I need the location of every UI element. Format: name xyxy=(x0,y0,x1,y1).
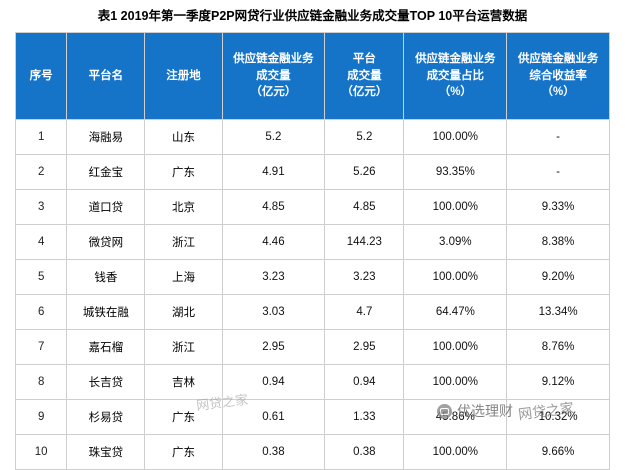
cell-platform: 红金宝 xyxy=(66,154,146,190)
cell-region: 北京 xyxy=(144,189,223,225)
cell-scf-volume: 0.61 xyxy=(221,399,326,435)
cell-scf-yield: - xyxy=(506,154,610,190)
cell-scf-yield: - xyxy=(506,119,610,155)
cell-scf-ratio: 100.00% xyxy=(403,189,508,225)
cell-platform: 微贷网 xyxy=(66,224,146,260)
cell-scf-ratio: 45.86% xyxy=(403,399,508,435)
table-row: 5 钱香 上海 3.23 3.23 100.00% 9.20% xyxy=(14,259,610,295)
cell-scf-yield: 9.66% xyxy=(506,434,610,470)
cell-no: 9 xyxy=(14,399,68,435)
table-row: 10 珠宝贷 广东 0.38 0.38 100.00% 9.66% xyxy=(14,434,610,470)
cell-scf-volume: 0.38 xyxy=(221,434,326,470)
cell-scf-ratio: 100.00% xyxy=(403,364,508,400)
cell-scf-volume: 5.2 xyxy=(221,119,326,155)
cell-scf-volume: 0.94 xyxy=(221,364,326,400)
column-header-platform: 平台名 xyxy=(66,32,146,120)
cell-region: 浙江 xyxy=(144,224,223,260)
cell-platform-volume: 0.38 xyxy=(324,434,405,470)
cell-scf-yield: 9.33% xyxy=(506,189,610,225)
cell-scf-ratio: 64.47% xyxy=(403,294,508,330)
cell-scf-volume: 2.95 xyxy=(221,329,326,365)
cell-region: 山东 xyxy=(144,119,223,155)
cell-platform: 珠宝贷 xyxy=(66,434,146,470)
column-header-no: 序号 xyxy=(14,32,68,120)
cell-platform-volume: 4.7 xyxy=(324,294,405,330)
cell-no: 3 xyxy=(14,189,68,225)
table-row: 2 红金宝 广东 4.91 5.26 93.35% - xyxy=(14,154,610,190)
cell-region: 上海 xyxy=(144,259,223,295)
cell-no: 8 xyxy=(14,364,68,400)
cell-platform: 嘉石榴 xyxy=(66,329,146,365)
cell-platform-volume: 5.2 xyxy=(324,119,405,155)
cell-platform: 道口贷 xyxy=(66,189,146,225)
page-title: 表1 2019年第一季度P2P网贷行业供应链金融业务成交量TOP 10平台运营数… xyxy=(97,9,528,23)
cell-scf-volume: 3.03 xyxy=(221,294,326,330)
cell-region: 湖北 xyxy=(144,294,223,330)
cell-region: 广东 xyxy=(144,434,223,470)
table-row: 9 杉易贷 广东 0.61 1.33 45.86% 10.32% xyxy=(14,399,610,435)
cell-scf-volume: 4.91 xyxy=(221,154,326,190)
cell-platform-volume: 4.85 xyxy=(324,189,405,225)
cell-scf-ratio: 100.00% xyxy=(403,119,508,155)
cell-platform-volume: 3.23 xyxy=(324,259,405,295)
column-header-scf-yield: 供应链金融业务 综合收益率 （%） xyxy=(506,32,610,120)
column-header-scf-volume: 供应链金融业务 成交量 （亿元） xyxy=(221,32,326,120)
cell-scf-volume: 4.85 xyxy=(221,189,326,225)
cell-platform-volume: 2.95 xyxy=(324,329,405,365)
cell-platform: 钱香 xyxy=(66,259,146,295)
column-header-region: 注册地 xyxy=(144,32,223,120)
cell-scf-volume: 4.46 xyxy=(221,224,326,260)
table-row: 6 城铁在融 湖北 3.03 4.7 64.47% 13.34% xyxy=(14,294,610,330)
table-header: 序号 平台名 注册地 供应链金融业务 成交量 （亿元） 平台 成交量 （亿元） xyxy=(14,32,610,120)
cell-no: 6 xyxy=(14,294,68,330)
cell-scf-ratio: 100.00% xyxy=(403,434,508,470)
cell-scf-ratio: 100.00% xyxy=(403,259,508,295)
cell-region: 广东 xyxy=(144,399,223,435)
cell-region: 广东 xyxy=(144,154,223,190)
cell-scf-yield: 9.20% xyxy=(506,259,610,295)
cell-no: 5 xyxy=(14,259,68,295)
cell-scf-volume: 3.23 xyxy=(221,259,326,295)
table-row: 4 微贷网 浙江 4.46 144.23 3.09% 8.38% xyxy=(14,224,610,260)
cell-scf-yield: 13.34% xyxy=(506,294,610,330)
table-row: 8 长吉贷 吉林 0.94 0.94 100.00% 9.12% xyxy=(14,364,610,400)
cell-platform: 杉易贷 xyxy=(66,399,146,435)
cell-platform-volume: 5.26 xyxy=(324,154,405,190)
cell-no: 4 xyxy=(14,224,68,260)
cell-platform-volume: 1.33 xyxy=(324,399,405,435)
cell-platform: 长吉贷 xyxy=(66,364,146,400)
cell-platform: 海融易 xyxy=(66,119,146,155)
column-header-scf-ratio: 供应链金融业务 成交量占比 （%） xyxy=(403,32,508,120)
cell-platform: 城铁在融 xyxy=(66,294,146,330)
column-header-platform-volume: 平台 成交量 （亿元） xyxy=(324,32,405,120)
cell-scf-ratio: 3.09% xyxy=(403,224,508,260)
cell-no: 7 xyxy=(14,329,68,365)
cell-scf-ratio: 100.00% xyxy=(403,329,508,365)
table-row: 3 道口贷 北京 4.85 4.85 100.00% 9.33% xyxy=(14,189,610,225)
cell-region: 浙江 xyxy=(144,329,223,365)
cell-scf-yield: 8.38% xyxy=(506,224,610,260)
table-row: 7 嘉石榴 浙江 2.95 2.95 100.00% 8.76% xyxy=(14,329,610,365)
table-header-row: 序号 平台名 注册地 供应链金融业务 成交量 （亿元） 平台 成交量 （亿元） xyxy=(14,32,610,120)
cell-no: 10 xyxy=(14,434,68,470)
data-table: 序号 平台名 注册地 供应链金融业务 成交量 （亿元） 平台 成交量 （亿元） xyxy=(14,32,610,470)
cell-platform-volume: 0.94 xyxy=(324,364,405,400)
cell-scf-ratio: 93.35% xyxy=(403,154,508,190)
table-body: 1 海融易 山东 5.2 5.2 100.00% - 2 红金宝 广东 4.91… xyxy=(14,119,610,470)
cell-scf-yield: 8.76% xyxy=(506,329,610,365)
document-page: 表1 2019年第一季度P2P网贷行业供应链金融业务成交量TOP 10平台运营数… xyxy=(14,9,610,470)
cell-no: 2 xyxy=(14,154,68,190)
cell-scf-yield: 9.12% xyxy=(506,364,610,400)
cell-no: 1 xyxy=(14,119,68,155)
cell-region: 吉林 xyxy=(144,364,223,400)
cell-platform-volume: 144.23 xyxy=(324,224,405,260)
table-row: 1 海融易 山东 5.2 5.2 100.00% - xyxy=(14,119,610,155)
cell-scf-yield: 10.32% xyxy=(506,399,610,435)
